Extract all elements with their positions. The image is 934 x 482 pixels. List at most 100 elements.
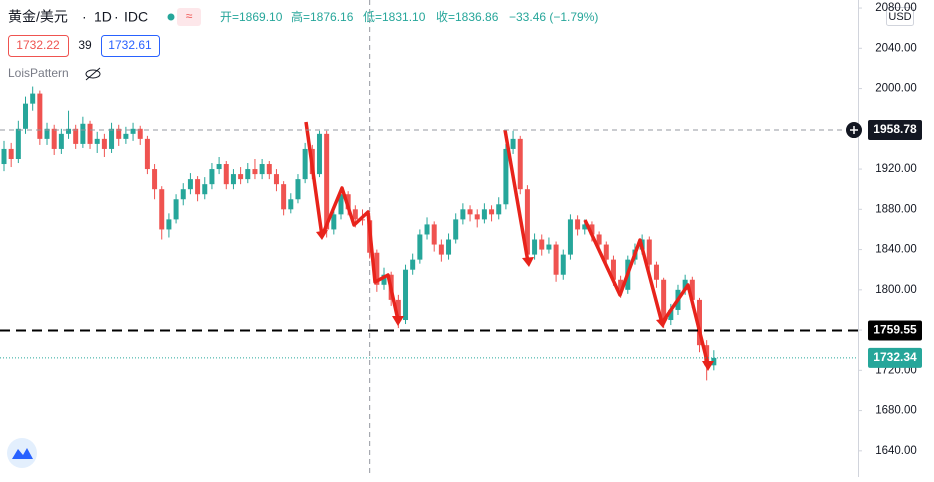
add-icon bbox=[850, 126, 858, 135]
price-label-box bbox=[868, 347, 922, 368]
spread: 39 bbox=[78, 38, 92, 52]
candle-body bbox=[288, 199, 294, 210]
logo-mark bbox=[12, 448, 33, 459]
currency-box bbox=[886, 7, 914, 26]
candle-body bbox=[338, 194, 344, 215]
candle-body bbox=[460, 209, 466, 220]
candle-body bbox=[474, 214, 480, 220]
candle-body bbox=[446, 239, 452, 255]
candle-body bbox=[646, 239, 652, 265]
price-label: 1958.78 bbox=[873, 122, 917, 136]
price-label: 1732.34 bbox=[873, 350, 917, 364]
candle-body bbox=[481, 209, 487, 220]
interval: 1D bbox=[94, 9, 112, 25]
candle-body bbox=[202, 184, 208, 195]
candle-body bbox=[223, 164, 229, 185]
candle-body bbox=[668, 309, 674, 321]
y-tick-label: 2000.00 bbox=[875, 83, 917, 95]
candle-body bbox=[431, 224, 437, 245]
arrowhead bbox=[392, 316, 404, 326]
candle-body bbox=[23, 103, 29, 129]
candle-body bbox=[711, 357, 717, 366]
candle-body bbox=[661, 279, 667, 321]
candle-body bbox=[273, 174, 279, 185]
candle-body bbox=[80, 123, 86, 144]
candle-body bbox=[503, 148, 509, 205]
candle-body bbox=[66, 128, 72, 134]
candle-body bbox=[596, 234, 602, 245]
candle-body bbox=[575, 219, 581, 230]
candle-body bbox=[8, 148, 14, 159]
candle-body bbox=[331, 214, 337, 230]
candle-body bbox=[152, 169, 158, 190]
candle-body bbox=[603, 244, 609, 260]
visibility-icon[interactable] bbox=[85, 67, 101, 81]
candle-body bbox=[187, 179, 193, 190]
candle-body bbox=[517, 138, 523, 190]
candle-body bbox=[424, 224, 430, 235]
y-tick-label: 1640.00 bbox=[875, 445, 917, 457]
zigzag bbox=[503, 129, 530, 263]
price-label-box bbox=[868, 320, 922, 341]
candle-body bbox=[73, 128, 79, 144]
indicator-name: LoisPattern bbox=[8, 66, 69, 80]
candle-body bbox=[144, 138, 150, 170]
candle-body bbox=[30, 93, 36, 104]
symbol: 黄金/美元 bbox=[8, 9, 68, 25]
arrowhead bbox=[656, 318, 668, 328]
candle-body bbox=[302, 148, 308, 180]
candle-body bbox=[438, 244, 444, 255]
candle-body bbox=[395, 299, 401, 321]
candle-body bbox=[116, 128, 122, 139]
currency: USD bbox=[888, 11, 911, 23]
candle-body bbox=[259, 164, 265, 175]
candle-body bbox=[1, 148, 7, 165]
status-badge bbox=[177, 8, 201, 26]
candle-body bbox=[51, 128, 57, 149]
candle-body bbox=[410, 259, 416, 270]
candle-body bbox=[216, 164, 222, 170]
candle-body bbox=[567, 219, 573, 255]
separator: · bbox=[82, 9, 87, 25]
candle-body bbox=[689, 279, 695, 300]
candle-body bbox=[510, 138, 516, 149]
candle-body bbox=[44, 128, 50, 139]
candle-body bbox=[159, 189, 165, 230]
logo-circle bbox=[7, 438, 37, 468]
candle-body bbox=[252, 169, 258, 175]
candle-body bbox=[360, 219, 365, 221]
candle-body bbox=[87, 123, 93, 144]
candle-body bbox=[589, 224, 595, 235]
ask-box[interactable] bbox=[101, 35, 160, 57]
ask[interactable]: 1732.61 bbox=[108, 38, 152, 52]
logo bbox=[7, 438, 37, 468]
ohlc-close: 收=1836.86 bbox=[436, 10, 499, 24]
ohlc-low: 低=1831.10 bbox=[363, 10, 426, 24]
candle-body bbox=[453, 219, 459, 240]
candle-body bbox=[553, 244, 559, 275]
candle-body bbox=[101, 138, 107, 149]
candle-body bbox=[130, 128, 136, 134]
candle-body bbox=[281, 184, 287, 210]
candle-body bbox=[653, 264, 659, 280]
eye-slash[interactable] bbox=[85, 67, 101, 81]
y-tick-label: 1880.00 bbox=[875, 203, 917, 215]
ohlc-high: 高=1876.16 bbox=[291, 9, 354, 24]
candle-body bbox=[352, 209, 358, 220]
eye[interactable] bbox=[85, 69, 101, 79]
candle-body bbox=[546, 244, 552, 250]
candle-body bbox=[403, 269, 409, 321]
candle-body bbox=[245, 169, 251, 180]
candle-body bbox=[324, 133, 330, 230]
candle-body bbox=[417, 234, 423, 260]
bid[interactable]: 1732.22 bbox=[16, 38, 60, 52]
price-label-box bbox=[868, 120, 922, 141]
candle-body bbox=[173, 199, 179, 220]
ohlc-change: −33.46 (−1.79%) bbox=[509, 10, 598, 24]
y-tick-label: 2040.00 bbox=[875, 42, 917, 54]
bid-box[interactable] bbox=[8, 35, 69, 57]
candle-body bbox=[123, 133, 129, 139]
candle-body bbox=[58, 133, 64, 149]
